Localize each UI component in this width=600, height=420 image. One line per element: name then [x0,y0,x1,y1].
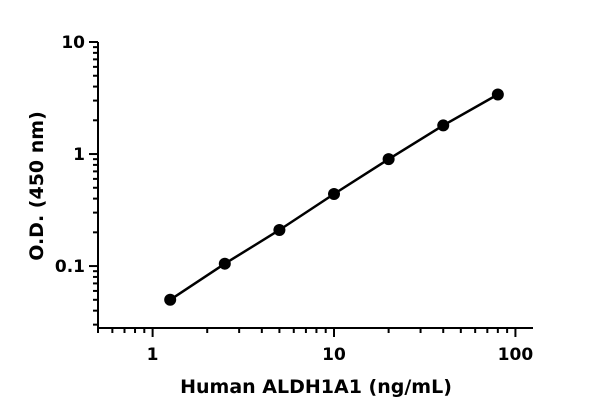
y-tick-label: 10 [61,33,85,53]
x-tick-label: 100 [498,345,534,365]
data-point [218,257,231,270]
y-tick-label: 0.1 [55,257,85,277]
axes [97,42,533,329]
series-points [164,88,504,306]
x-tick-label: 10 [322,345,346,365]
x-axis-title: Human ALDH1A1 (ng/mL) [180,376,452,398]
y-axis-ticks: 0.1 1 10 [55,33,98,326]
data-point [164,293,177,306]
y-axis-title: O.D. (450 nm) [26,111,48,261]
data-point [382,153,395,166]
data-point [328,187,341,200]
x-axis-ticks: 1 10 100 [97,328,534,365]
data-point [491,88,504,101]
data-point [273,223,286,236]
y-tick-label: 1 [73,145,85,165]
data-point [437,119,450,132]
x-tick-label: 1 [147,345,159,365]
